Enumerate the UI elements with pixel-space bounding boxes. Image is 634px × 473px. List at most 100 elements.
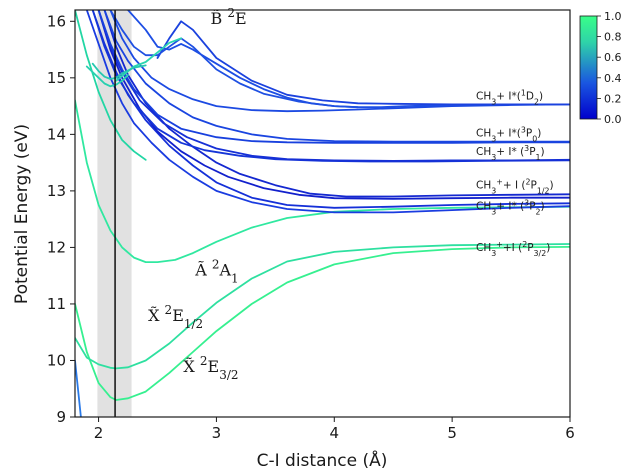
label-part: 3 bbox=[491, 248, 496, 257]
state-label: X̃ 2E3/2 bbox=[183, 354, 238, 382]
series-line-7 bbox=[97, 10, 570, 200]
label-part: 3 bbox=[491, 152, 496, 161]
series-line-5 bbox=[85, 10, 570, 214]
label-part: 1 bbox=[536, 152, 541, 161]
series-line-18 bbox=[85, 65, 129, 88]
label-part: E bbox=[172, 306, 184, 325]
y-tick-label: 14 bbox=[47, 125, 66, 143]
series-line-15 bbox=[156, 20, 570, 106]
label-part: X̃ bbox=[148, 306, 164, 325]
label-part: + I* ( bbox=[496, 201, 524, 213]
label-part: E bbox=[208, 357, 220, 376]
label-part: + I ( bbox=[503, 180, 526, 192]
label-part: 3 bbox=[491, 207, 496, 216]
label-part: CH bbox=[476, 180, 491, 192]
label-part: 1/2 bbox=[184, 317, 203, 331]
plot-content bbox=[75, 10, 570, 417]
plot-area bbox=[75, 10, 570, 417]
axes-frame bbox=[74, 9, 571, 418]
label-part: 3 bbox=[491, 186, 496, 195]
label-part: CH bbox=[476, 146, 491, 158]
y-tick-label: 16 bbox=[47, 12, 66, 30]
x-tick-label: 6 bbox=[565, 424, 575, 442]
y-axis-label: Potential Energy (eV) bbox=[12, 124, 32, 304]
label-part: E bbox=[235, 9, 247, 28]
y-tick-label: 9 bbox=[56, 408, 66, 426]
colorbar-tick-label: 0.2 bbox=[604, 92, 622, 105]
label-part: P bbox=[529, 146, 535, 158]
label-part: P bbox=[531, 180, 537, 192]
series-line-8 bbox=[103, 10, 570, 198]
colorbar-tick-label: 0.0 bbox=[604, 113, 622, 126]
label-part: + bbox=[496, 239, 503, 248]
series-line-1 bbox=[75, 243, 570, 370]
asymptote-label: CH3++ I (2P1/2) bbox=[476, 177, 554, 195]
label-part: D bbox=[526, 90, 534, 102]
series-line-0 bbox=[75, 246, 570, 401]
label-part: 2 bbox=[165, 303, 173, 317]
x-tick-label: 3 bbox=[212, 424, 222, 442]
series-line-3 bbox=[75, 10, 147, 161]
label-part: CH bbox=[476, 242, 491, 254]
x-axis: 2 3 4 5 6 bbox=[94, 417, 575, 442]
label-part: 0 bbox=[532, 134, 537, 143]
state-label: Ã 2A1 bbox=[194, 258, 238, 286]
label-part: + I*( bbox=[496, 90, 521, 102]
y-tick-label: 13 bbox=[47, 182, 66, 200]
asymptote-label: CH3+ I* (3P1) bbox=[476, 143, 545, 161]
label-part: 3 bbox=[524, 198, 529, 207]
label-part: 1 bbox=[231, 272, 239, 286]
label-part: 3/2 bbox=[534, 248, 547, 257]
label-part: P bbox=[526, 128, 532, 140]
colorbar: 0.0 0.2 0.4 0.6 0.8 1.0 bbox=[579, 10, 622, 126]
y-tick-label: 15 bbox=[47, 69, 66, 87]
label-part: P bbox=[529, 201, 535, 213]
label-part: ) bbox=[550, 180, 554, 192]
series-line-19 bbox=[91, 62, 147, 80]
label-part: 3 bbox=[491, 134, 496, 143]
label-part: 2 bbox=[526, 177, 531, 186]
series-line-11 bbox=[97, 10, 570, 144]
label-part: + I* ( bbox=[496, 146, 524, 158]
state-label: B̃ 2E bbox=[211, 6, 247, 28]
label-part: 1/2 bbox=[537, 186, 550, 195]
label-part: X̃ bbox=[183, 357, 199, 376]
label-part: CH bbox=[476, 90, 491, 102]
label-part: A bbox=[218, 261, 231, 280]
label-part: + bbox=[496, 177, 503, 186]
x-tick-label: 5 bbox=[447, 424, 457, 442]
colorbar-tick-label: 0.6 bbox=[604, 51, 622, 64]
label-part: 3 bbox=[521, 125, 526, 134]
x-tick-label: 2 bbox=[94, 424, 104, 442]
state-label: X̃ 2E1/2 bbox=[148, 303, 203, 331]
y-tick-label: 10 bbox=[47, 351, 66, 369]
asymptote-label: CH3+ I*(3P0) bbox=[476, 125, 541, 143]
y-tick-label: 12 bbox=[47, 238, 66, 256]
label-part: ) bbox=[541, 146, 545, 158]
colorbar-tick-label: 1.0 bbox=[604, 10, 622, 23]
colorbar-ticks: 0.0 0.2 0.4 0.6 0.8 1.0 bbox=[597, 10, 622, 126]
x-axis-label: C-I distance (Å) bbox=[257, 449, 388, 471]
label-part: 1 bbox=[521, 88, 526, 97]
label-part: 2 bbox=[522, 239, 527, 248]
asymptote-label: CH3++I (2P3/2) bbox=[476, 239, 550, 257]
label-part: Ã bbox=[194, 260, 212, 280]
series-line-2 bbox=[75, 99, 570, 263]
label-part: ) bbox=[541, 201, 545, 213]
series-line-12 bbox=[103, 10, 570, 143]
label-part: ) bbox=[539, 90, 543, 102]
label-part: CH bbox=[476, 201, 491, 213]
label-part: ) bbox=[546, 242, 550, 254]
label-part: CH bbox=[476, 128, 491, 140]
label-part: P bbox=[527, 242, 533, 254]
series-line-4 bbox=[75, 359, 82, 417]
colorbar-tick-label: 0.8 bbox=[604, 31, 622, 44]
asymptote-labels: CH3+ I*(1D2)CH3+ I*(3P0)CH3+ I* (3P1)CH3… bbox=[476, 88, 554, 257]
x-tick-label: 4 bbox=[330, 424, 340, 442]
label-part: 2 bbox=[200, 354, 208, 368]
label-part: 2 bbox=[534, 97, 539, 106]
label-part: ) bbox=[537, 128, 541, 140]
asymptote-label: CH3+ I*(1D2) bbox=[476, 88, 543, 106]
